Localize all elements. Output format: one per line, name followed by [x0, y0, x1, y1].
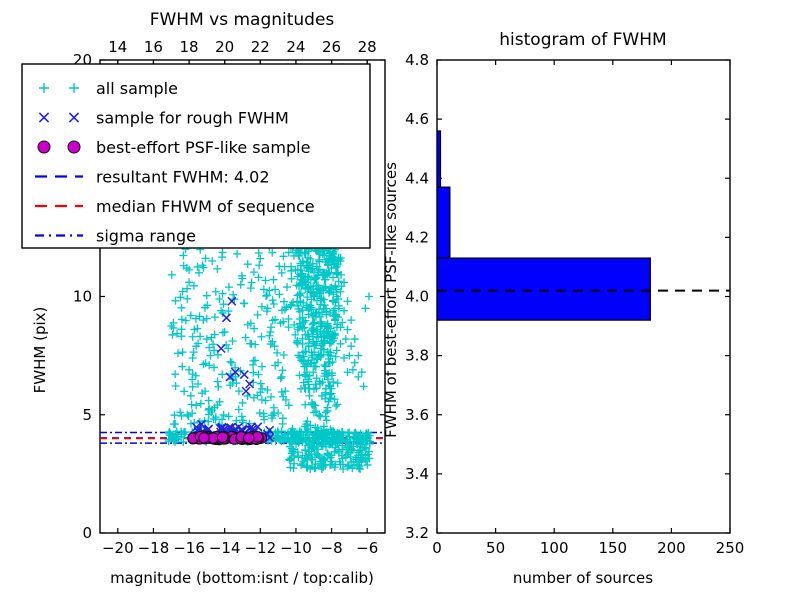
histogram-ytick-label: 4.0: [405, 288, 429, 306]
scatter-bottom-ticks: −20 −18 −16 −14 −12 −10 −8 −6: [102, 60, 378, 557]
histogram-bar: [437, 130, 442, 188]
histogram-xtick-label: 100: [540, 539, 569, 557]
histogram-bars: [437, 130, 651, 321]
series-best-effort-psf-like-sample: [187, 430, 268, 446]
scatter-top-xtick-label: 14: [108, 38, 127, 56]
legend-marker-plus: [69, 83, 79, 93]
legend: all sample sample for rough FWHM best-effo…: [21, 63, 371, 249]
scatter-xtick-label: −20: [102, 539, 134, 557]
histogram-data-layer: [437, 130, 730, 321]
legend-marker-circle: [67, 140, 81, 154]
histogram-ylabel: FWHM of best-effort PSF-like sources: [382, 162, 400, 438]
legend-item-label: all sample: [96, 79, 178, 98]
legend-item-label: median FHWM of sequence: [96, 197, 315, 216]
histogram-xlabel: number of sources: [513, 569, 653, 587]
scatter-top-ticks: 14 16 18 20 22 24 26 28: [108, 38, 377, 65]
histogram-ytick-label: 3.2: [405, 524, 429, 542]
legend-frame: [21, 63, 371, 249]
histogram-ytick-label: 4.2: [405, 228, 429, 246]
scatter-ylabel: FWHM (pix): [31, 307, 49, 394]
scatter-ytick-label: 0: [82, 524, 92, 542]
scatter-title: FWHM vs magnitudes: [150, 10, 335, 30]
scatter-xtick-label: −16: [173, 539, 205, 557]
scatter-top-xtick-label: 24: [286, 38, 305, 56]
histogram-xtick-label: 250: [716, 539, 745, 557]
scatter-xtick-label: −12: [244, 539, 276, 557]
legend-items: all sample sample for rough FWHM best-effo…: [35, 79, 315, 246]
scatter-top-xtick-label: 16: [144, 38, 163, 56]
scatter-top-xtick-label: 26: [322, 38, 341, 56]
histogram-xtick-label: 0: [432, 539, 442, 557]
histogram-ytick-label: 4.8: [405, 51, 429, 69]
scatter-xlabel: magnitude (bottom:isnt / top:calib): [110, 569, 374, 587]
scatter-xtick-label: −18: [138, 539, 170, 557]
scatter-ytick-label: 5: [82, 406, 92, 424]
histogram-xtick-label: 50: [486, 539, 505, 557]
histogram-ytick-label: 4.4: [405, 169, 429, 187]
histogram-ytick-label: 3.8: [405, 347, 429, 365]
scatter-top-xtick-label: 20: [215, 38, 234, 56]
legend-item-label: sample for rough FWHM: [96, 109, 289, 128]
legend-item-label: sigma range: [96, 227, 196, 246]
legend-marker-circle: [37, 140, 51, 154]
histogram-xtick-label: 150: [598, 539, 627, 557]
scatter-top-xtick-label: 28: [358, 38, 377, 56]
scatter-reference-lines: [100, 431, 385, 444]
legend-marker-plus: [39, 83, 49, 93]
histogram-bottom-ticks: 0 50 100 150 200 250: [432, 60, 744, 557]
histogram-panel: 0 50 100 150 200 250 3.2 3.4 3.6 3.8 4.0 4.2 4.4 4.6…: [382, 30, 744, 587]
legend-item-label: best-effort PSF-like sample: [96, 138, 310, 157]
scatter-xtick-label: −14: [209, 539, 241, 557]
histogram-title: histogram of FWHM: [499, 30, 666, 50]
scatter-xtick-label: −8: [321, 539, 343, 557]
scatter-top-xtick-label: 18: [180, 38, 199, 56]
histogram-ytick-label: 3.6: [405, 406, 429, 424]
legend-marker-cross: [38, 112, 50, 123]
histogram-ytick-label: 3.4: [405, 465, 429, 483]
scatter-ytick-label: 10: [73, 288, 92, 306]
legend-marker-cross: [68, 112, 80, 123]
scatter-xtick-label: −6: [356, 539, 378, 557]
histogram-bar: [437, 186, 451, 259]
histogram-bar: [437, 257, 651, 321]
histogram-left-ticks: 3.2 3.4 3.6 3.8 4.0 4.2 4.4 4.6 4.8: [405, 51, 730, 542]
scatter-top-xtick-label: 22: [251, 38, 270, 56]
legend-item-label: resultant FWHM: 4.02: [96, 168, 270, 187]
scatter-xtick-label: −10: [280, 539, 312, 557]
histogram-ytick-label: 4.6: [405, 110, 429, 128]
histogram-xtick-label: 200: [657, 539, 686, 557]
